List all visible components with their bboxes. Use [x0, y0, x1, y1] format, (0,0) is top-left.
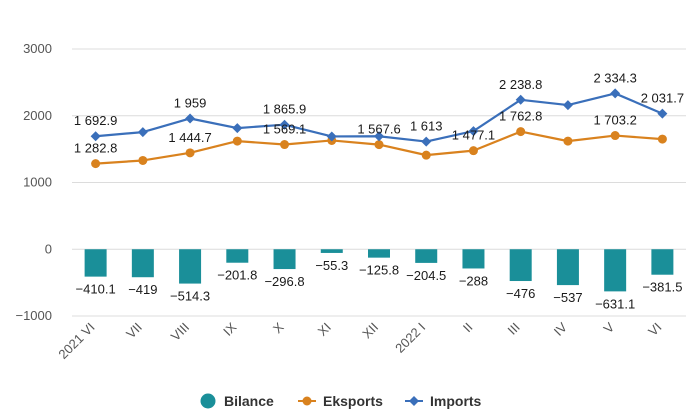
- marker-imports: [657, 108, 668, 119]
- bar-data-label: −125.8: [359, 263, 399, 278]
- legend-swatch-imports: [409, 396, 419, 406]
- marker-eksports: [280, 140, 290, 150]
- x-axis: 2021 VI VII VIII IX X XI XII 2022 I II III IV V VI: [55, 319, 664, 362]
- legend-label: Eksports: [323, 393, 383, 409]
- marker-eksports: [91, 159, 101, 169]
- y-axis: 3000 2000 1000 0 −1000: [15, 41, 52, 323]
- legend-label: Bilance: [224, 393, 274, 409]
- line-data-label: 2 031.7: [641, 91, 684, 106]
- marker-eksports: [563, 136, 573, 146]
- bar-data-label: −419: [128, 282, 157, 297]
- x-tick-label: VI: [645, 320, 664, 339]
- bar-bilance: [509, 249, 532, 282]
- x-tick-label: II: [460, 320, 476, 336]
- x-tick-label: XI: [315, 320, 334, 339]
- bar-data-label: −410.1: [76, 282, 116, 297]
- marker-imports: [137, 127, 148, 138]
- line-data-label: 1 762.8: [499, 109, 542, 124]
- x-tick-label: XII: [359, 320, 381, 342]
- marker-imports: [515, 94, 526, 105]
- marker-eksports: [516, 127, 526, 137]
- marker-imports: [232, 123, 243, 134]
- bar-data-label: −514.3: [170, 289, 210, 304]
- data-labels: −410.1 −419 −514.3−201.8 −296.8−55.3 −125.8−…: [74, 70, 684, 311]
- line-data-label: 1 703.2: [593, 113, 636, 128]
- marker-eksports: [232, 136, 242, 146]
- marker-eksports: [185, 148, 195, 158]
- y-tick-label: 2000: [23, 108, 52, 123]
- x-tick-label: 2021 VI: [55, 320, 97, 362]
- marker-imports: [279, 119, 290, 130]
- y-tick-label: 1000: [23, 175, 52, 190]
- marker-eksports: [421, 150, 431, 160]
- bar-data-label: −476: [506, 286, 535, 301]
- line-data-label: 1 865.9: [263, 102, 306, 117]
- marker-imports: [374, 131, 384, 142]
- bar-bilance: [179, 249, 202, 284]
- marker-imports: [468, 126, 479, 137]
- marker-imports: [610, 88, 621, 99]
- series-markers: [90, 88, 668, 169]
- marker-eksports: [374, 140, 384, 150]
- marker-imports: [185, 113, 196, 124]
- bar-bilance: [604, 249, 627, 292]
- marker-eksports: [610, 131, 620, 141]
- bar-data-label: −631.1: [595, 296, 635, 311]
- line-data-label: 1 477.1: [452, 128, 495, 143]
- marker-eksports: [657, 134, 667, 144]
- bar-bilance: [415, 249, 438, 263]
- bar-bilance: [84, 249, 107, 277]
- legend: Bilance Eksports Imports: [200, 393, 482, 409]
- line-data-label: 1 444.7: [168, 130, 211, 145]
- x-tick-label: X: [270, 319, 287, 336]
- bars-bilance: [84, 249, 674, 292]
- x-tick-label: IV: [551, 319, 571, 339]
- bar-bilance: [226, 249, 249, 263]
- bar-data-label: −296.8: [264, 274, 304, 289]
- x-tick-label: VII: [123, 320, 145, 342]
- marker-imports: [90, 131, 101, 142]
- bar-data-label: −381.5: [642, 280, 682, 295]
- line-data-label: 1 613: [410, 119, 443, 134]
- line-data-label: 1 567.6: [357, 122, 400, 137]
- line-data-label: 2 334.3: [593, 70, 636, 85]
- bar-bilance: [273, 249, 296, 270]
- bar-data-label: −201.8: [217, 268, 257, 283]
- x-tick-label: III: [505, 320, 523, 338]
- y-tick-label: −1000: [15, 308, 52, 323]
- marker-eksports: [138, 155, 148, 165]
- marker-eksports: [468, 146, 478, 156]
- line-data-label: 1 569.1: [263, 122, 306, 137]
- bar-data-label: −537: [553, 290, 582, 305]
- x-tick-label: 2022 I: [392, 320, 428, 356]
- bar-bilance: [462, 249, 485, 269]
- bar-bilance: [131, 249, 154, 278]
- line-data-label: 1 282.8: [74, 141, 117, 156]
- y-tick-label: 0: [45, 241, 52, 256]
- legend-swatch-eksports: [302, 396, 312, 406]
- x-tick-label: VIII: [168, 320, 192, 344]
- marker-imports: [326, 131, 337, 142]
- bar-data-label: −55.3: [315, 258, 348, 273]
- x-tick-label: IX: [220, 319, 240, 339]
- gridlines: [72, 48, 686, 317]
- bar-bilance: [320, 249, 343, 253]
- legend-label: Imports: [430, 393, 482, 409]
- y-tick-label: 3000: [23, 41, 52, 56]
- marker-imports: [421, 136, 432, 147]
- line-data-label: 1 692.9: [74, 113, 117, 128]
- bar-data-label: −288: [459, 273, 488, 288]
- line-data-label: 2 238.8: [499, 77, 542, 92]
- bar-bilance: [556, 249, 579, 286]
- legend-swatch-bilance: [200, 393, 216, 409]
- bar-bilance: [651, 249, 674, 275]
- bar-data-label: −204.5: [406, 268, 446, 283]
- line-data-label: 1 959: [174, 95, 207, 110]
- x-tick-label: V: [601, 319, 618, 336]
- bar-bilance: [368, 249, 390, 258]
- marker-imports: [562, 100, 573, 111]
